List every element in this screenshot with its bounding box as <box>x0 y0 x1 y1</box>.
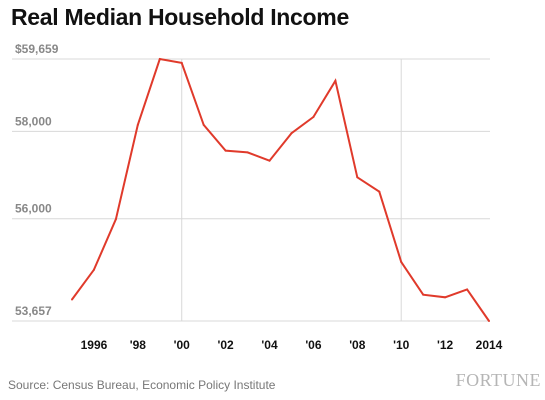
data-point <box>466 288 469 291</box>
series-line <box>71 57 490 322</box>
fortune-logo: FORTUNE <box>455 370 541 390</box>
data-point <box>290 132 293 135</box>
source-note: Source: Census Bureau, Economic Policy I… <box>8 378 276 392</box>
y-axis-ticks: $59,659 58,000 56,000 53,657 <box>15 42 59 318</box>
data-point <box>202 123 205 126</box>
gridlines <box>12 58 490 322</box>
data-point <box>92 268 95 271</box>
y-tick-label: $59,659 <box>15 42 59 56</box>
data-point <box>268 159 271 162</box>
data-point <box>114 218 117 221</box>
series-layer <box>71 57 490 322</box>
data-point <box>224 149 227 152</box>
x-tick-label: 1996 <box>81 338 108 352</box>
x-tick-label: '12 <box>437 338 454 352</box>
data-point <box>488 320 490 322</box>
x-tick-label: '02 <box>218 338 235 352</box>
data-point <box>400 260 403 263</box>
y-tick-label: 53,657 <box>15 304 52 318</box>
x-axis-ticks: 1996 '98 '00 '02 '04 '06 '08 '10 '12 2014 <box>81 338 503 352</box>
data-point <box>422 293 425 296</box>
y-tick-label: 58,000 <box>15 114 52 128</box>
x-tick-label: '98 <box>130 338 147 352</box>
data-point <box>356 176 359 179</box>
data-point <box>312 116 315 119</box>
data-point <box>71 298 73 301</box>
chart-title: Real Median Household Income <box>11 4 349 30</box>
data-point <box>158 58 161 60</box>
data-point <box>444 296 447 299</box>
x-tick-label: '04 <box>261 338 278 352</box>
data-point <box>378 190 381 193</box>
data-point <box>180 61 183 64</box>
x-tick-label: '00 <box>174 338 191 352</box>
data-point <box>136 123 139 126</box>
data-point <box>246 151 249 154</box>
y-tick-label: 56,000 <box>15 202 52 216</box>
x-tick-label: '10 <box>393 338 410 352</box>
x-tick-label: 2014 <box>476 338 503 352</box>
x-tick-label: '08 <box>349 338 366 352</box>
data-point <box>334 79 337 82</box>
x-tick-label: '06 <box>305 338 322 352</box>
